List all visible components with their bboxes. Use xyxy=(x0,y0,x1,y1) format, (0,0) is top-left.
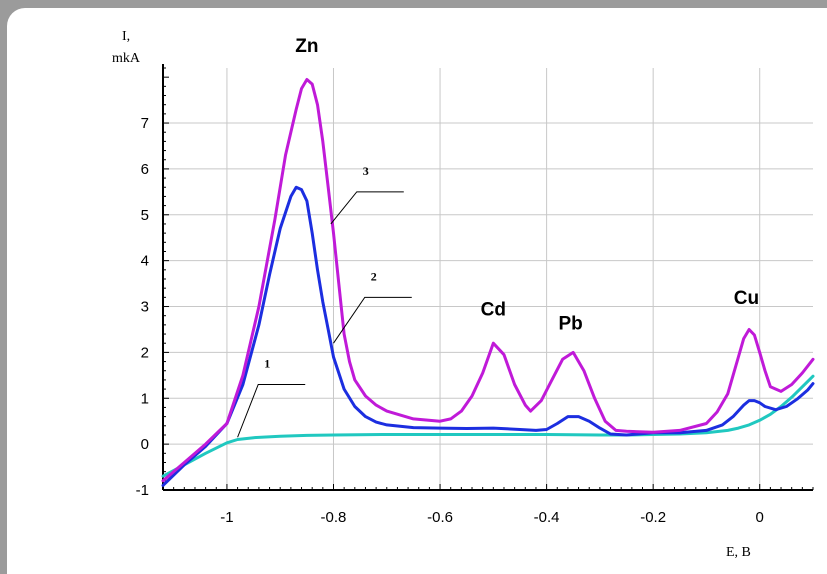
curve-number-label: 3 xyxy=(363,164,369,178)
series-line-2 xyxy=(161,185,815,487)
y-axis-label-line1: I, xyxy=(122,29,130,44)
peak-label-pb: Pb xyxy=(558,313,582,334)
x-tick-label: -0.4 xyxy=(534,509,560,526)
y-tick-label: -1 xyxy=(136,482,149,499)
y-tick-label: 0 xyxy=(141,436,149,453)
series-group xyxy=(161,78,815,487)
x-tick-label: -0.8 xyxy=(321,509,347,526)
series-line-1 xyxy=(161,374,815,478)
x-axis-label: E, B xyxy=(726,545,751,560)
x-tick-label: 0 xyxy=(756,509,764,526)
curve-leader-line xyxy=(330,191,404,225)
y-tick-label: 2 xyxy=(141,344,149,361)
y-tick-label: 7 xyxy=(141,115,149,132)
curve-number-label: 1 xyxy=(264,357,270,371)
y-tick-label: 4 xyxy=(141,253,149,270)
y-tick-label: 3 xyxy=(141,299,149,316)
peak-label-cu: Cu xyxy=(734,288,759,309)
curve-leader-line xyxy=(237,384,306,438)
y-tick-label: 5 xyxy=(141,207,149,224)
x-tick-label: -0.6 xyxy=(427,509,453,526)
curve-leader-line xyxy=(333,296,412,344)
y-tick-label: 6 xyxy=(141,161,149,178)
tick-labels: -1 -0.8 -0.6 -0.4 -0.2 0 -1 0 1 2 3 4 5 6 7 xyxy=(136,115,764,526)
peak-label-zn: Zn xyxy=(295,36,318,57)
chart-panel xyxy=(7,8,827,574)
peak-label-cd: Cd xyxy=(481,300,506,321)
annotations: Zn Cd Pb Cu 1 2 3 xyxy=(237,36,759,438)
x-tick-label: -1 xyxy=(220,509,233,526)
x-tick-label: -0.2 xyxy=(640,509,666,526)
axes xyxy=(162,64,814,491)
y-tick-label: 1 xyxy=(141,390,149,407)
y-axis-label-line2: mkA xyxy=(112,51,141,66)
series-line-3 xyxy=(161,78,815,483)
curve-number-label: 2 xyxy=(371,269,377,283)
